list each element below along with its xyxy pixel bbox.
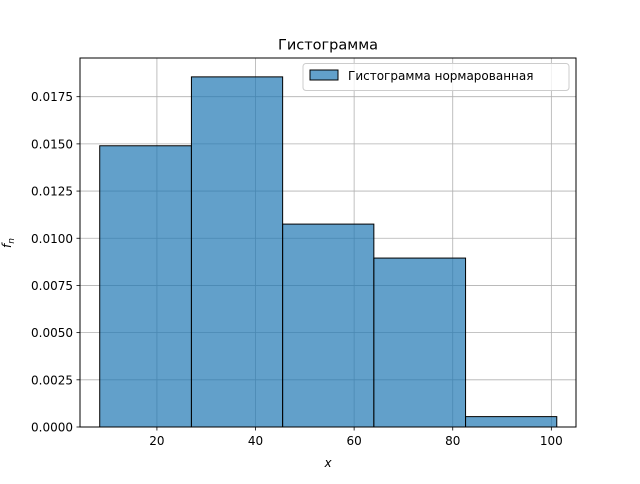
chart-title: Гистограмма [278,38,378,54]
legend-box [302,63,570,91]
y-axis-label-main: f [0,242,14,248]
y-axis-label-subscript: n [7,238,17,244]
y-tick-label: 0.0100 [31,232,73,246]
y-axis-label: fn [0,238,17,248]
histogram-bar [282,223,375,428]
x-tick-label: 40 [248,434,263,448]
x-tick-label: 20 [149,434,164,448]
histogram-bar [373,257,467,428]
histogram-bar [465,416,558,428]
x-tick-label: 60 [346,434,361,448]
axis-ticks: 20 40 60 80 100 0.0000 0.0025 0.0050 0.0075 0.010… [31,90,563,448]
histogram-bars [99,76,558,428]
y-tick-label: 0.0150 [31,137,73,151]
plot-frame [79,57,577,428]
x-tick-label: 80 [445,434,460,448]
y-tick-label: 0.0125 [31,185,73,199]
legend-label: Гистограмма нормарованная [348,69,533,83]
histogram-bar [190,76,284,428]
histogram-bar [99,145,192,428]
legend-swatch [309,69,339,81]
y-tick-label: 0.0000 [31,421,73,435]
x-tick-label: 100 [540,434,563,448]
y-tick-label: 0.0025 [31,373,73,387]
x-axis-label: x [323,456,332,470]
legend: Гистограмма нормарованная [302,63,570,91]
y-tick-label: 0.0075 [31,279,73,293]
y-tick-label: 0.0050 [31,326,73,340]
y-tick-label: 0.0175 [31,90,73,104]
